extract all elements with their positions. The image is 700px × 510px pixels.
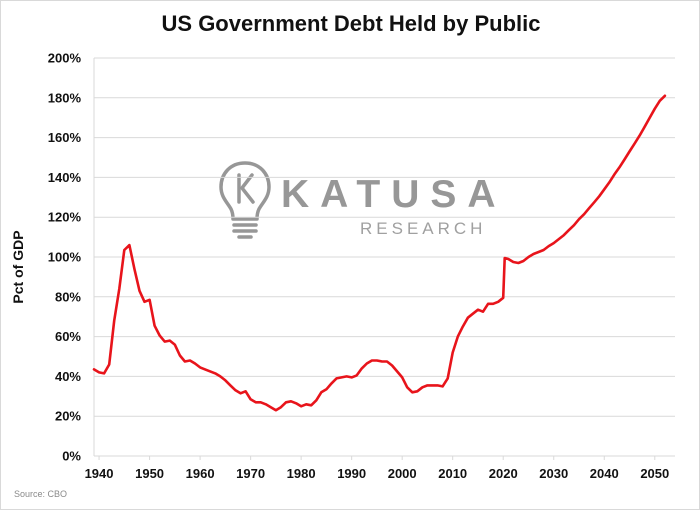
series-layer [92,94,667,412]
x-tick-label-8: 2020 [489,466,518,481]
y-tick-label-2: 40% [55,369,81,384]
lightbulb-k-icon [219,161,271,239]
watermark-subtitle: RESEARCH [360,219,487,238]
x-tick-label-5: 1990 [337,466,366,481]
series-line-0 [92,94,667,412]
x-tick-label-10: 2040 [590,466,619,481]
y-tick-label-0: 0% [62,449,81,464]
y-tick-labels: 0% 20% 40% 60% 80% 100% 120% 140% 160% 180% 200% [48,51,82,464]
x-tick-label-0: 1940 [85,466,114,481]
y-tick-label-7: 140% [48,170,82,185]
x-tick-label-3: 1970 [236,466,265,481]
watermark-brand: KATUSA [281,173,507,216]
grid-lines [94,57,675,417]
x-tick-label-6: 2000 [388,466,417,481]
y-tick-label-10: 200% [48,51,82,66]
y-tick-label-9: 180% [48,90,82,105]
katusa-watermark: KATUSA RESEARCH [215,155,505,245]
y-tick-label-3: 60% [55,329,81,344]
x-tick-label-7: 2010 [438,466,467,481]
y-tick-label-5: 100% [48,250,82,265]
y-tick-label-6: 120% [48,210,82,225]
chart-title: US Government Debt Held by Public [161,11,541,36]
y-tick-label-8: 160% [48,130,82,145]
x-tick-label-4: 1980 [287,466,316,481]
x-tick-label-11: 2050 [640,466,669,481]
y-tick-label-1: 20% [55,409,81,424]
x-tick-labels: 1940 1950 1960 1970 1980 1990 2000 2010 2020 2030… [85,466,670,481]
y-tick-label-4: 80% [55,289,81,304]
x-tick-label-1: 1950 [135,466,164,481]
x-tick-label-2: 1960 [186,466,215,481]
axes [93,58,675,460]
source-note: Source: CBO [14,489,68,499]
x-tick-label-9: 2030 [539,466,568,481]
